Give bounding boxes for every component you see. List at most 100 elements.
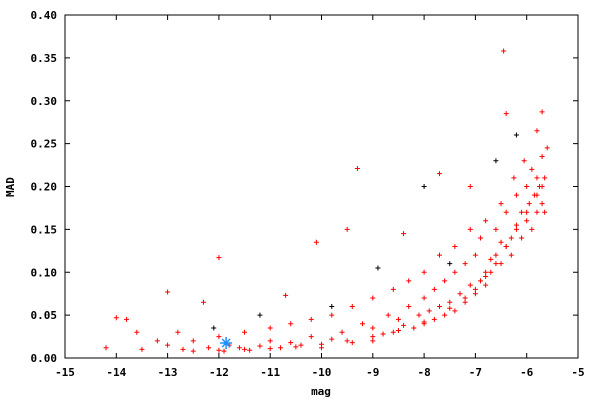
y-tick-label: 0.10 xyxy=(31,266,58,279)
data-point xyxy=(319,341,324,347)
data-point xyxy=(498,239,504,245)
data-point xyxy=(165,342,171,348)
data-point xyxy=(406,278,412,284)
data-point xyxy=(493,252,499,258)
data-point xyxy=(421,184,427,189)
data-point xyxy=(293,344,299,350)
data-point xyxy=(447,299,453,305)
x-tick-label: -10 xyxy=(312,366,332,379)
data-point xyxy=(526,201,532,207)
data-point xyxy=(513,132,519,138)
data-point xyxy=(390,329,396,335)
data-point xyxy=(421,295,427,301)
data-point xyxy=(257,312,263,318)
data-point xyxy=(542,175,548,181)
data-point xyxy=(483,274,489,280)
data-point xyxy=(236,345,242,351)
data-point xyxy=(385,312,391,318)
data-point xyxy=(329,304,335,310)
data-point xyxy=(401,322,407,328)
data-point xyxy=(370,338,376,344)
data-point xyxy=(501,48,507,54)
x-tick-label: -8 xyxy=(417,366,430,379)
x-tick-label: -13 xyxy=(158,366,178,379)
data-point xyxy=(539,153,545,159)
data-point xyxy=(267,338,273,344)
data-point xyxy=(447,261,453,267)
data-point xyxy=(472,286,478,292)
data-point xyxy=(534,128,540,134)
x-tick-label: -7 xyxy=(469,366,482,379)
data-point xyxy=(190,338,196,344)
data-point xyxy=(508,235,514,241)
data-point xyxy=(488,256,494,262)
y-tick-label: 0.25 xyxy=(31,138,58,151)
x-tick-label: -14 xyxy=(106,366,126,379)
y-tick-label: 0.30 xyxy=(31,95,58,108)
data-point xyxy=(544,145,550,151)
data-point xyxy=(498,261,504,267)
data-point xyxy=(242,329,248,335)
data-point xyxy=(452,269,458,275)
data-point xyxy=(436,252,442,258)
data-point xyxy=(124,316,130,322)
data-point xyxy=(201,299,207,305)
data-point xyxy=(498,201,504,207)
data-point xyxy=(411,325,417,331)
y-tick-label: 0.40 xyxy=(31,9,58,22)
data-point xyxy=(216,347,222,353)
data-point xyxy=(190,348,196,354)
data-point xyxy=(539,184,545,189)
data-point xyxy=(344,226,350,232)
data-point xyxy=(442,278,448,284)
data-point xyxy=(416,312,422,318)
y-tick-label: 0.00 xyxy=(31,352,58,365)
data-point xyxy=(283,292,289,298)
data-point xyxy=(103,345,109,351)
data-point xyxy=(395,316,401,322)
data-point xyxy=(267,346,273,352)
data-point xyxy=(288,340,294,346)
data-point xyxy=(503,244,509,250)
data-point xyxy=(329,336,335,342)
data-point xyxy=(216,255,222,261)
data-point xyxy=(513,226,519,232)
highlight-point xyxy=(220,336,233,349)
data-point xyxy=(313,239,319,245)
data-point xyxy=(519,209,525,215)
data-point xyxy=(277,345,283,351)
data-point xyxy=(308,316,314,322)
data-point xyxy=(447,305,453,311)
data-point xyxy=(483,269,489,275)
data-point xyxy=(529,226,535,232)
data-point xyxy=(247,347,253,353)
data-point xyxy=(267,325,273,331)
data-point xyxy=(539,109,545,115)
data-point xyxy=(206,345,212,351)
data-point xyxy=(472,291,478,297)
data-point xyxy=(513,192,519,198)
x-tick-label: -11 xyxy=(260,366,280,379)
plot-frame xyxy=(64,14,579,359)
data-point xyxy=(354,165,360,171)
data-point xyxy=(472,252,478,258)
data-point xyxy=(370,325,376,331)
data-point xyxy=(542,209,548,215)
data-point xyxy=(436,304,442,310)
data-point xyxy=(390,286,396,292)
data-point xyxy=(134,329,140,335)
data-point xyxy=(431,286,437,292)
data-point xyxy=(452,244,458,250)
data-point xyxy=(288,321,294,327)
data-point xyxy=(534,175,540,181)
data-point xyxy=(395,328,401,334)
data-point xyxy=(508,252,514,258)
data-point xyxy=(113,315,119,321)
data-point xyxy=(308,334,314,340)
data-point xyxy=(370,334,376,340)
y-tick-label: 0.35 xyxy=(31,52,58,65)
data-point xyxy=(503,209,509,215)
data-point xyxy=(493,226,499,232)
y-tick-label: 0.20 xyxy=(31,181,58,194)
data-point xyxy=(524,184,530,189)
